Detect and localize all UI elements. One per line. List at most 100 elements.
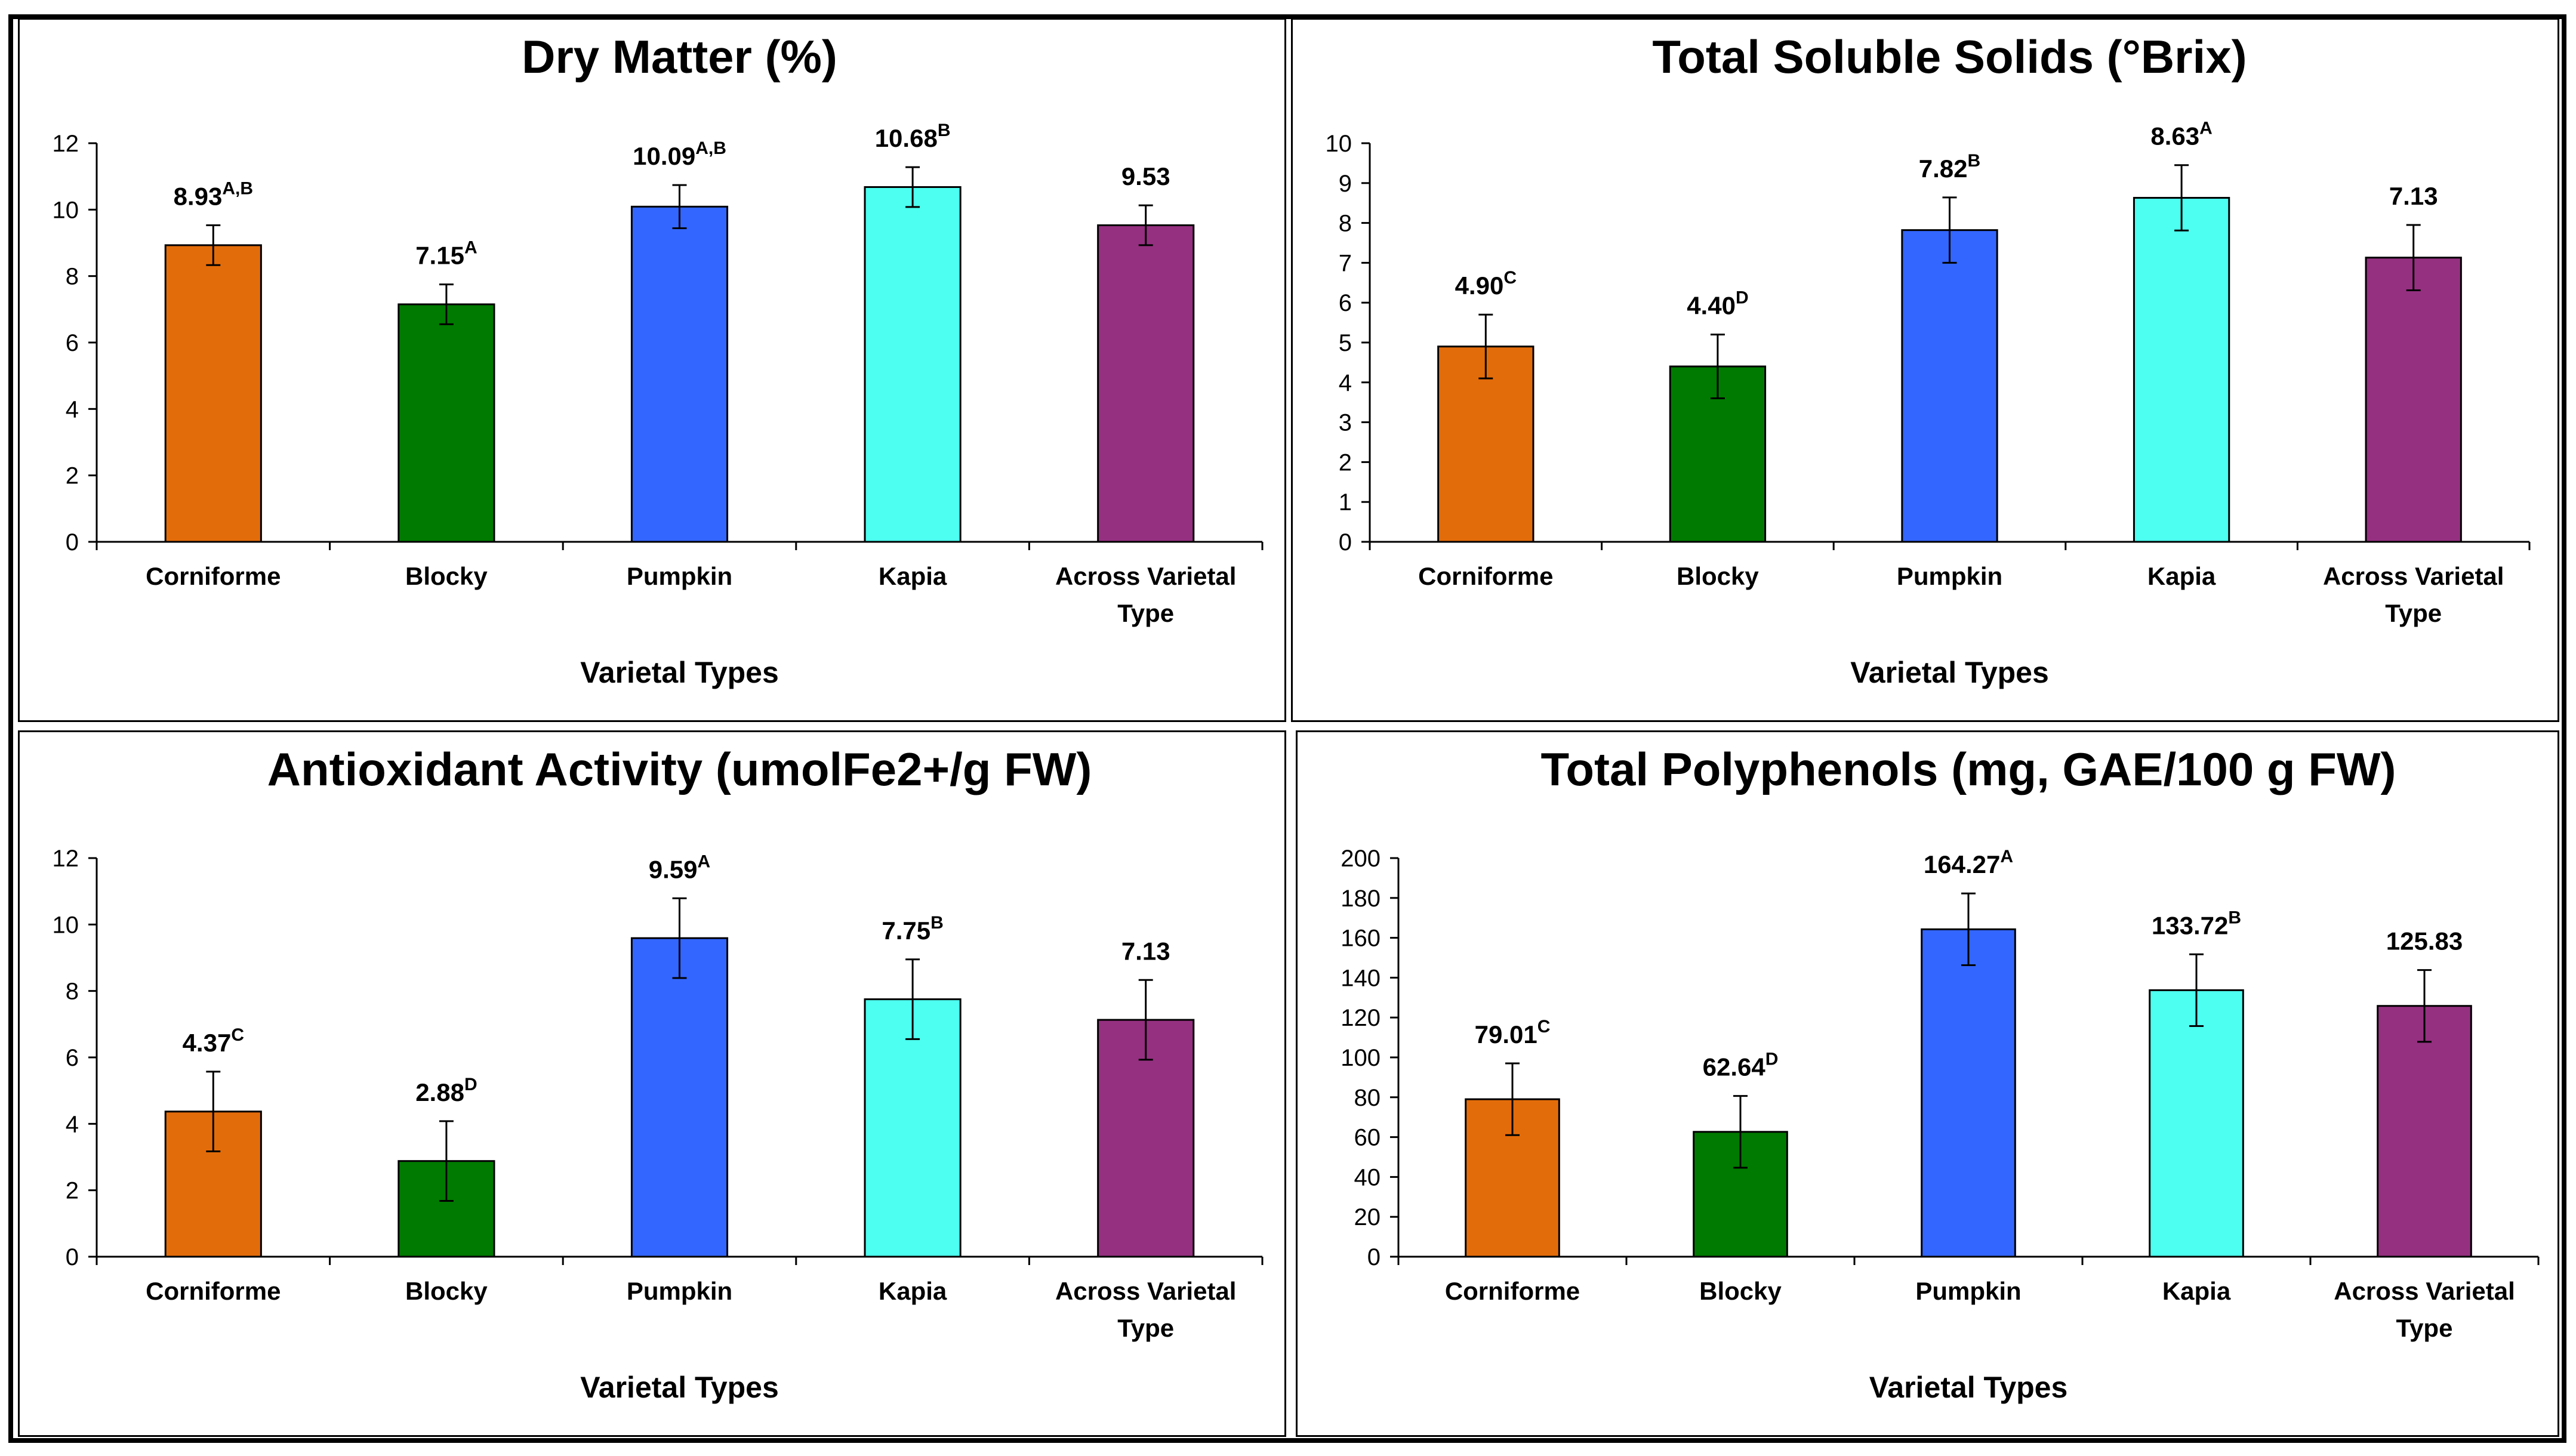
x-category-label: Corniforme — [1445, 1277, 1580, 1305]
chart-title: Total Polyphenols (mg, GAE/100 g FW) — [1541, 743, 2396, 795]
data-label: 10.68B — [875, 121, 951, 152]
bar — [2365, 257, 2462, 543]
y-tick-label: 4 — [1339, 370, 1352, 396]
x-category-label: Type — [2396, 1314, 2453, 1342]
data-label: 79.01C — [1475, 1017, 1551, 1048]
data-label: 4.40D — [1687, 288, 1748, 320]
significance-letter: B — [930, 913, 944, 933]
bar — [630, 205, 729, 543]
y-tick-label: 100 — [1341, 1045, 1381, 1071]
x-category-label: Kapia — [879, 1277, 947, 1305]
x-axis-title: Varietal Types — [1850, 656, 2049, 689]
x-category-label: Kapia — [879, 562, 947, 590]
chart-title: Dry Matter (%) — [522, 30, 837, 83]
data-label: 4.37C — [183, 1025, 244, 1057]
bar — [164, 244, 262, 543]
significance-letter: A — [2000, 847, 2013, 866]
bar — [1921, 928, 2016, 1258]
bar — [630, 937, 729, 1258]
significance-letter: A — [464, 238, 477, 258]
data-label: 7.13 — [1121, 937, 1170, 965]
data-label: 164.27A — [1924, 847, 2013, 878]
y-tick-label: 8 — [66, 979, 79, 1005]
significance-letter: B — [1968, 151, 1981, 171]
outer-frame — [8, 14, 2566, 1443]
y-tick-label: 8 — [1339, 211, 1352, 237]
bar — [1901, 229, 1998, 543]
chart-title: Total Soluble Solids (°Brix) — [1652, 30, 2247, 83]
data-label: 8.63A — [2150, 119, 2212, 150]
y-tick-label: 10 — [1326, 131, 1352, 157]
significance-letter: A — [698, 852, 711, 871]
data-label: 7.82B — [1919, 151, 1980, 183]
x-category-label: Pumpkin — [1915, 1277, 2021, 1305]
y-tick-label: 180 — [1341, 886, 1381, 912]
y-tick-label: 140 — [1341, 965, 1381, 991]
x-category-label: Kapia — [2147, 562, 2216, 590]
x-category-label: Across Varietal — [2334, 1277, 2515, 1305]
x-category-label: Across Varietal — [2323, 562, 2504, 590]
bar — [864, 186, 962, 543]
significance-letter: B — [938, 121, 951, 140]
data-label: 7.13 — [2389, 182, 2438, 210]
x-axis-title: Varietal Types — [1869, 1371, 2068, 1404]
significance-letter: C — [231, 1025, 244, 1045]
significance-letter: A — [2199, 119, 2213, 138]
x-category-label: Across Varietal — [1055, 562, 1237, 590]
y-tick-label: 6 — [66, 330, 79, 356]
chart-total-polyphenols: Total Polyphenols (mg, GAE/100 g FW) 0 20 4… — [1296, 730, 2559, 1437]
data-label: 7.75B — [882, 913, 943, 945]
panel-frame — [18, 730, 1286, 1437]
bar — [2377, 1005, 2472, 1258]
panel-frame — [1291, 18, 2559, 722]
x-category-label: Pumpkin — [627, 1277, 732, 1305]
x-category-label: Pumpkin — [1897, 562, 2002, 590]
chart-title: Antioxidant Activity (umolFe2+/g FW) — [267, 743, 1092, 795]
y-tick-label: 160 — [1341, 926, 1381, 952]
significance-letter: B — [2228, 908, 2241, 927]
y-tick-label: 10 — [53, 197, 79, 223]
bar — [1097, 224, 1195, 543]
y-tick-label: 40 — [1354, 1164, 1381, 1190]
x-category-label: Blocky — [1699, 1277, 1782, 1305]
x-category-label: Corniforme — [146, 562, 281, 590]
bar — [2133, 197, 2230, 543]
data-label: 7.15A — [415, 238, 477, 270]
bar — [2149, 989, 2244, 1258]
x-category-label: Type — [2385, 599, 2442, 627]
data-label: 10.09A,B — [633, 138, 726, 170]
panel-frame — [1296, 730, 2559, 1437]
x-category-label: Corniforme — [146, 1277, 281, 1305]
y-tick-label: 4 — [66, 1111, 79, 1137]
y-tick-label: 80 — [1354, 1085, 1381, 1111]
x-category-label: Pumpkin — [627, 562, 732, 590]
y-tick-label: 12 — [53, 846, 79, 872]
x-category-label: Blocky — [405, 1277, 488, 1305]
data-label: 125.83 — [2386, 927, 2463, 955]
y-tick-label: 10 — [53, 912, 79, 938]
y-tick-label: 2 — [1339, 449, 1352, 476]
y-tick-label: 7 — [1339, 250, 1352, 276]
chart-antioxidant-activity: Antioxidant Activity (umolFe2+/g FW) 0 2 4 6… — [18, 730, 1286, 1437]
y-tick-label: 0 — [1367, 1244, 1381, 1270]
y-tick-label: 0 — [66, 1244, 79, 1270]
y-tick-label: 2 — [66, 1178, 79, 1204]
significance-letter: A,B — [695, 138, 726, 158]
x-category-label: Blocky — [405, 562, 488, 590]
bar — [864, 998, 962, 1258]
y-tick-label: 8 — [66, 264, 79, 290]
y-tick-label: 0 — [1339, 529, 1352, 556]
significance-letter: A,B — [222, 178, 253, 198]
x-category-label: Kapia — [2162, 1277, 2231, 1305]
y-tick-label: 1 — [1339, 489, 1352, 516]
x-axis-title: Varietal Types — [580, 1371, 779, 1404]
significance-letter: D — [1765, 1050, 1779, 1069]
y-tick-label: 120 — [1341, 1005, 1381, 1031]
y-tick-label: 2 — [66, 463, 79, 489]
panel-frame — [18, 18, 1286, 722]
y-tick-label: 0 — [66, 529, 79, 556]
chart-dry-matter: Dry Matter (%) 0 2 4 6 8 10 12 8.93A,B Corniforme… — [18, 18, 1286, 722]
y-tick-label: 4 — [66, 396, 79, 422]
chart-total-soluble-solids: Total Soluble Solids (°Brix) 0 1 2 3 4 5 6 7 8 9 10… — [1291, 18, 2559, 722]
